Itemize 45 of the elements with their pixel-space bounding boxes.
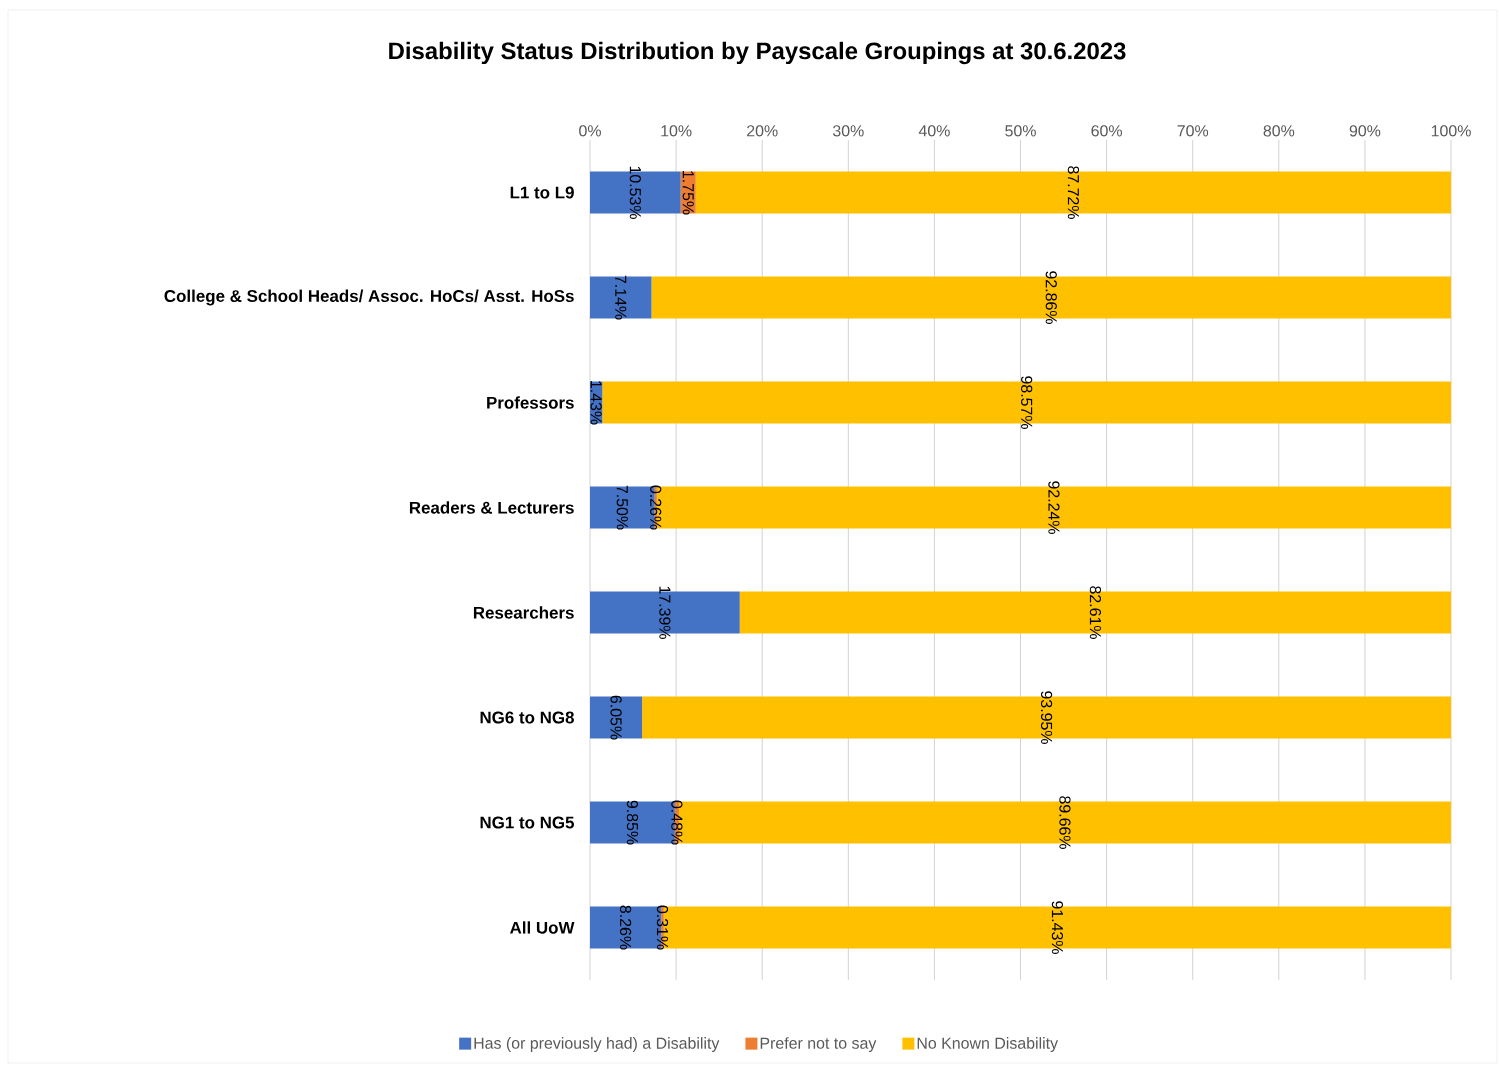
x-tick-label: 70% [1177, 125, 1209, 137]
data-label: 10.53% [629, 166, 641, 219]
data-label: 0.31% [656, 905, 669, 950]
x-tick-label: 0% [579, 125, 601, 137]
x-tick-label: 50% [1005, 125, 1036, 137]
x-tick-label: 90% [1349, 125, 1381, 137]
legend-label: No Known Disability [917, 1037, 1059, 1052]
y-tick-label: Researchers [473, 606, 574, 619]
data-label: 0.26% [650, 485, 662, 530]
data-label: 8.26% [619, 905, 632, 950]
x-tick-label: 80% [1263, 125, 1295, 137]
x-tick-label: 20% [747, 125, 778, 137]
data-label: 91.43% [1051, 901, 1064, 954]
y-tick-label: All UoW [510, 921, 575, 934]
legend-label: Has (or previously had) a Disability [474, 1037, 720, 1052]
data-label: 7.14% [615, 275, 627, 320]
data-label: 92.86% [1045, 271, 1057, 324]
data-label: 17.39% [659, 586, 671, 639]
data-label: 1.75% [682, 171, 694, 215]
data-label: 93.95% [1040, 691, 1053, 744]
x-tick-label: 100% [1431, 125, 1471, 137]
data-label: 82.61% [1089, 586, 1102, 639]
data-label: 92.24% [1048, 481, 1060, 534]
x-tick-label: 40% [918, 125, 950, 137]
data-label: 0.48% [671, 800, 683, 845]
data-label: 7.50% [616, 485, 628, 530]
data-label: 6.05% [610, 695, 622, 740]
chart-title: Disability Status Distribution by Payscale Groupings at 30.6.2023 [389, 41, 1126, 65]
y-tick-label: NG6 to NG8 [480, 711, 574, 724]
data-label: 89.66% [1059, 796, 1071, 849]
data-label: 98.57% [1021, 376, 1033, 429]
bar [590, 276, 652, 319]
y-tick-label: Readers & Lecturers [409, 501, 574, 514]
y-tick-label: College & School Heads/ Assoc. HoCs/ Asst. HoSs [164, 289, 574, 306]
data-label: 87.72% [1067, 166, 1080, 219]
y-tick-label: L1 to L9 [510, 186, 574, 199]
x-tick-label: 60% [1091, 125, 1122, 137]
data-label: 1.43% [590, 381, 602, 425]
legend-label: Prefer not to say [760, 1037, 877, 1052]
bar [590, 696, 643, 739]
x-tick-label: 10% [661, 125, 692, 137]
data-label: 9.85% [626, 800, 639, 845]
y-tick-label: Professors [487, 396, 574, 409]
x-tick-label: 30% [832, 125, 864, 137]
y-tick-label: NG1 to NG5 [480, 816, 575, 829]
